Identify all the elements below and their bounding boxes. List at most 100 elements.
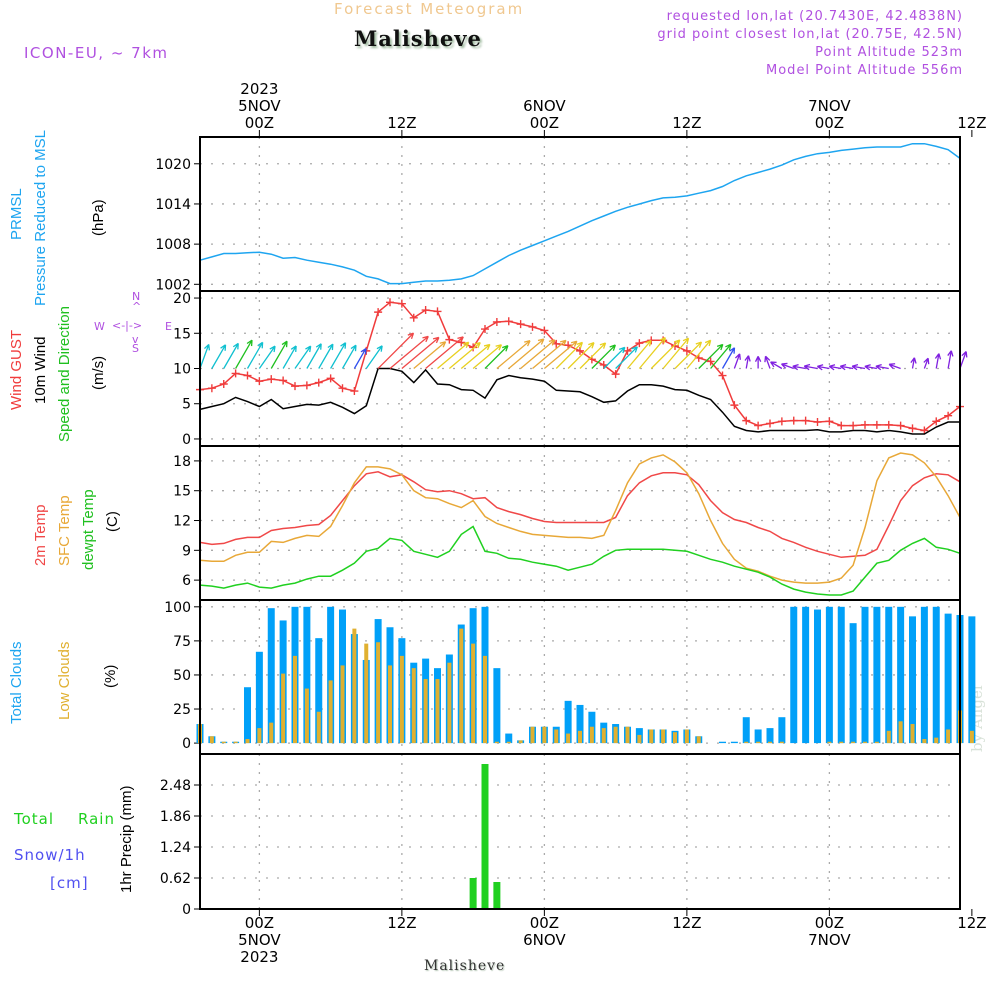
wind-arrow-icon xyxy=(864,364,877,371)
wind-arrow-icon xyxy=(839,363,854,371)
wind-arrow-icon xyxy=(579,342,607,369)
gust-marker xyxy=(813,418,822,427)
bottom-time-label: 12Z xyxy=(387,914,416,932)
low-cloud-bar xyxy=(625,726,630,744)
total-cloud-bar xyxy=(909,616,916,744)
bottom-time-label: 5NOV xyxy=(238,931,281,949)
wind-arrow-icon xyxy=(318,343,334,369)
compass-south-arrow-icon: v xyxy=(132,333,139,346)
gust-marker xyxy=(576,346,584,355)
compass-west: W xyxy=(94,320,105,333)
total-cloud-bar xyxy=(327,606,335,744)
bottom-time-label: 00Z xyxy=(245,914,274,932)
low-cloud-bar xyxy=(209,736,214,744)
compass-cross-icon: <-|-> xyxy=(112,319,143,332)
low-cloud-bar xyxy=(910,724,915,744)
top-time-label: 2023 xyxy=(240,80,278,98)
wind-arrow-icon xyxy=(496,340,531,369)
wind-arrow-icon xyxy=(733,353,741,369)
wind-arrow-icon xyxy=(910,357,917,369)
gust-marker xyxy=(350,387,359,396)
gust-marker xyxy=(255,377,264,386)
wind-arrow-icon xyxy=(674,341,703,369)
gust-marker xyxy=(884,420,893,429)
bottom-time-label: 00Z xyxy=(530,914,559,932)
y-tick-label: 6 xyxy=(182,573,191,589)
top-time-label: 00Z xyxy=(815,114,844,132)
total-cloud-bar xyxy=(802,606,810,744)
low-cloud-bar xyxy=(471,643,476,744)
precip-total-label: Total xyxy=(14,810,55,828)
total-cloud-bar xyxy=(493,668,501,744)
y-tick-label: 100 xyxy=(164,600,191,616)
low-cloud-bar xyxy=(269,722,274,744)
meteogram-title: Forecast Meteogram xyxy=(334,0,525,18)
wind-arrow-icon xyxy=(413,341,447,369)
low-cloud-bar xyxy=(411,668,416,744)
y-tick-label: 1014 xyxy=(155,197,191,213)
location-title: Malisheve xyxy=(354,26,482,51)
total-cloud-bar xyxy=(267,608,275,744)
pressure-frame xyxy=(199,136,961,292)
y-tick-label: 0 xyxy=(182,902,191,918)
y-tick-label: 1020 xyxy=(155,157,191,173)
y-tick-label: 0 xyxy=(182,432,191,448)
low-cloud-bar xyxy=(589,726,594,744)
top-time-label: 6NOV xyxy=(523,97,566,115)
low-cloud-bar xyxy=(518,740,523,744)
low-cloud-bar xyxy=(649,729,654,744)
wind-arrow-icon xyxy=(603,346,626,369)
wind-arrow-icon xyxy=(425,336,464,369)
wind-arrow-icon xyxy=(591,344,616,369)
y-tick-label: 15 xyxy=(173,484,191,500)
gust-marker xyxy=(314,378,323,387)
y-tick-label: 1.86 xyxy=(160,809,191,825)
y-tick-label: 5 xyxy=(182,397,191,413)
gust-marker xyxy=(469,343,478,352)
gust-marker xyxy=(421,306,430,315)
wind-arrow-icon xyxy=(341,344,357,369)
low-cloud-bar xyxy=(696,736,701,744)
low-cloud-bar xyxy=(779,741,784,744)
total-cloud-bar xyxy=(766,728,774,744)
low-cloud-bar xyxy=(328,680,333,744)
bottom-time-label: 7NOV xyxy=(808,931,851,949)
gust-marker xyxy=(326,374,335,383)
precip-frame xyxy=(199,753,961,910)
precip-bar xyxy=(493,882,501,909)
total-cloud-bar xyxy=(778,717,786,744)
wind-arrow-icon xyxy=(770,361,783,370)
bottom-time-label: 6NOV xyxy=(523,931,566,949)
wind-arrow-icon xyxy=(934,353,942,369)
low-cloud-bar xyxy=(423,679,428,744)
gust-marker xyxy=(528,322,537,331)
wind-arrow-icon xyxy=(650,339,681,369)
y-tick-label: 1.24 xyxy=(160,840,191,856)
total-cloud-bar xyxy=(837,606,845,744)
low-cloud-bar xyxy=(673,732,677,744)
y-tick-label: 1002 xyxy=(155,277,191,293)
total-cloud-bar xyxy=(505,733,513,744)
total-cloud-bar xyxy=(790,606,798,744)
bottom-time-label: 12Z xyxy=(957,914,986,932)
top-time-label: 7NOV xyxy=(808,97,851,115)
total-cloud-bar xyxy=(932,606,940,744)
low-cloud-bar xyxy=(969,730,974,744)
low-cloud-bar xyxy=(542,726,547,744)
gust-marker xyxy=(445,335,454,344)
low-cloud-bar xyxy=(293,655,297,744)
wind-arrow-icon xyxy=(282,345,297,369)
gust-marker xyxy=(433,307,442,316)
model-label: ICON-EU, ~ 7km xyxy=(24,44,169,62)
low-cloud-bar xyxy=(352,628,357,744)
gust-marker xyxy=(302,381,311,390)
wind-arrow-icon xyxy=(353,347,367,369)
low-cloud-bar xyxy=(744,741,749,744)
total-cloud-bar xyxy=(849,623,857,744)
low-cloud-bar xyxy=(874,741,879,744)
wind-arrow-icon xyxy=(567,342,595,369)
gust-marker xyxy=(267,375,276,384)
total-cloud-bar xyxy=(315,638,323,744)
wind-arrow-icon xyxy=(246,341,264,369)
pressure-panel: 1002 1008 1014 1020 xyxy=(155,136,961,293)
